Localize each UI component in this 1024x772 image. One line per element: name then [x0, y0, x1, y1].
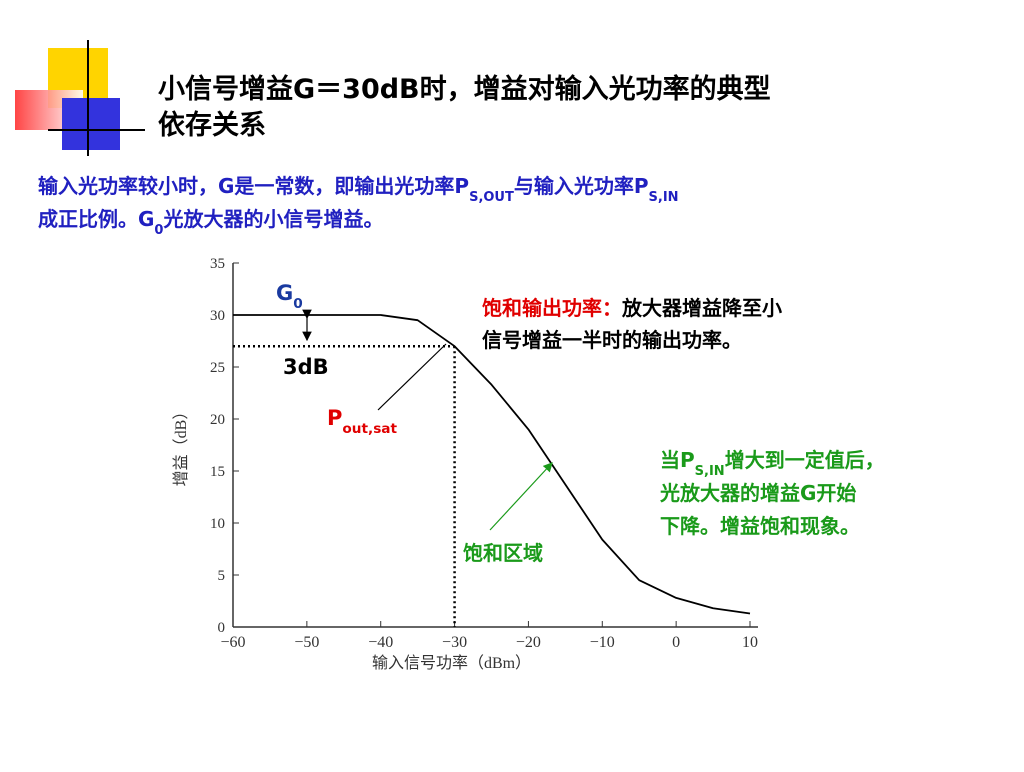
text-run: P	[327, 406, 342, 430]
y-tick-label: 10	[210, 516, 225, 532]
note-line: 下降。增益饱和现象。	[660, 514, 860, 538]
pout-label: Pout,sat	[327, 406, 398, 437]
text-run: 成正比例。G	[38, 207, 154, 231]
subscript: S,OUT	[469, 190, 514, 205]
x-tick-label: −60	[220, 634, 245, 651]
text-run: 下降。增益饱和现象。	[660, 514, 860, 538]
x-tick-label: −20	[516, 634, 541, 651]
subscript: 0	[293, 296, 303, 312]
intro-line: 输入光功率较小时，G是一常数，即输出光功率PS,OUT与输入光功率PS,IN	[38, 174, 679, 205]
text-run: 光放大器的增益G开始	[659, 481, 856, 505]
note-line: 光放大器的增益G开始	[659, 481, 856, 505]
title-line: 小信号增益G＝30dB时，增益对输入光功率的典型	[158, 73, 771, 105]
pout-pointer	[377, 343, 447, 411]
y-tick-label: 5	[218, 568, 226, 584]
x-tick-label: −10	[590, 634, 615, 651]
intro-line: 成正比例。G0光放大器的小信号增益。	[38, 207, 383, 238]
saturation-desc: 放大器增益降至小	[621, 296, 782, 320]
text-run: 输入光功率较小时，G是一常数，即输出光功率P	[38, 174, 469, 198]
text-run: 光放大器的小信号增益。	[162, 207, 383, 231]
note-line: 当PS,IN增大到一定值后，	[660, 448, 885, 479]
chart: 0 5 10 15 20 25 30 35 −60 −50 −40 −30 −20 −10 0 10 输入信号功…	[172, 256, 885, 672]
saturation-title: 饱和输出功率：	[482, 296, 622, 320]
y-tick-label: 15	[210, 464, 225, 480]
x-tick-label: −50	[294, 634, 319, 651]
y-tick-label: 30	[210, 308, 225, 324]
region-pointer	[489, 462, 553, 531]
y-tick-label: 25	[210, 360, 225, 376]
x-tick-label: 10	[742, 634, 758, 651]
x-axis-label: 输入信号功率（dBm）	[372, 654, 531, 672]
region-label: 饱和区域	[463, 541, 543, 565]
subscript: 0	[154, 223, 163, 238]
y-tick-label: 0	[218, 620, 226, 636]
text-run: G	[276, 281, 293, 305]
g0-label: G0	[276, 281, 303, 312]
y-tick-label: 35	[210, 256, 225, 272]
text-run: 当P	[660, 448, 695, 472]
text-run: 增大到一定值后，	[725, 448, 885, 472]
y-tick-label: 20	[210, 412, 225, 428]
saturation-desc: 信号增益一半时的输出功率。	[482, 328, 742, 352]
text-run: 与输入光功率P	[514, 174, 649, 198]
subscript: S,IN	[695, 464, 725, 479]
y-axis-label: 增益（dB）	[172, 404, 190, 487]
title-line: 依存关系	[158, 110, 266, 141]
db-label: 3dB	[283, 355, 329, 379]
subscript: S,IN	[649, 190, 679, 205]
decoration	[15, 40, 145, 156]
subscript: out,sat	[342, 421, 397, 437]
x-tick-label: −30	[442, 634, 467, 651]
x-tick-label: −40	[368, 634, 393, 651]
x-tick-label: 0	[672, 634, 680, 651]
intro: 输入光功率较小时，G是一常数，即输出光功率PS,OUT与输入光功率PS,IN成正…	[38, 174, 679, 238]
gain-curve	[233, 314, 751, 615]
